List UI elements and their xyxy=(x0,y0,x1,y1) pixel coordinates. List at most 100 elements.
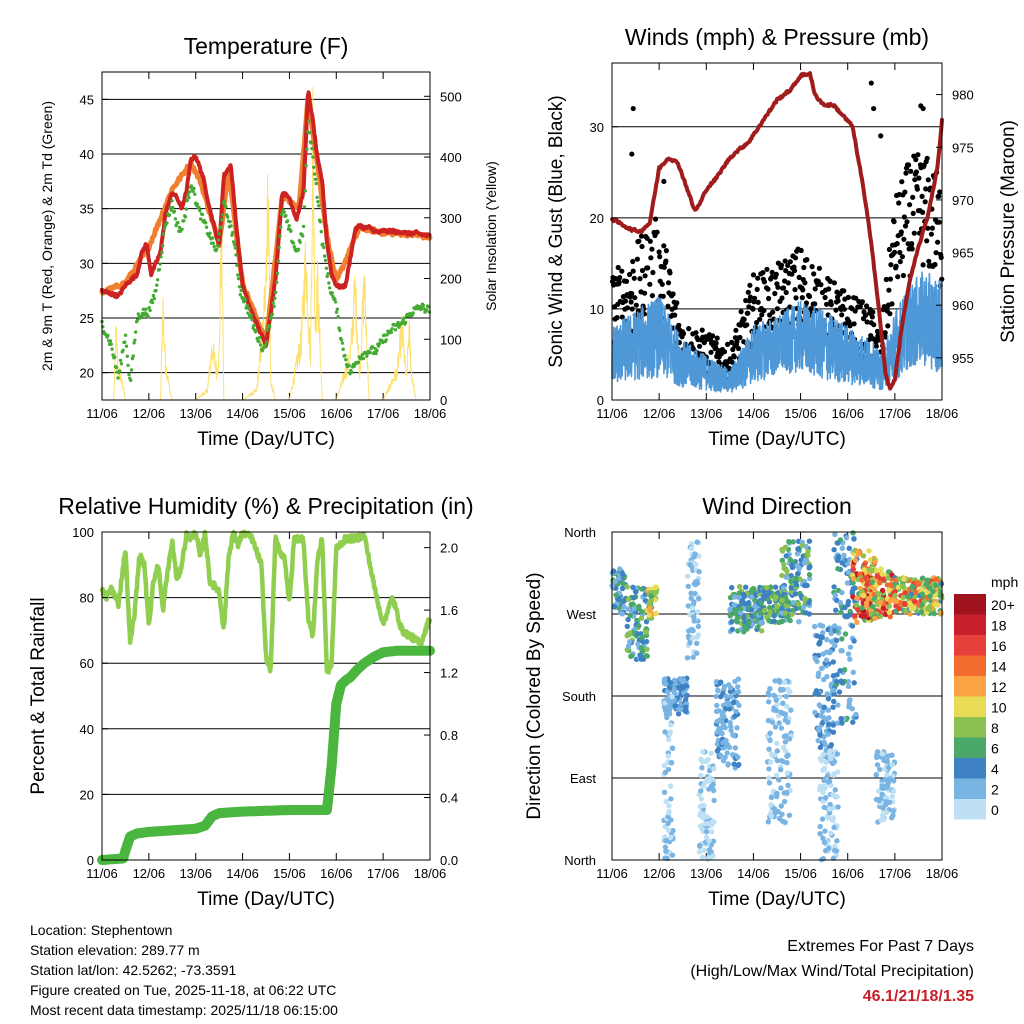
data-timestamp: Most recent data timestamp: 2025/11/18 0… xyxy=(30,1002,338,1018)
direction-point xyxy=(708,829,715,835)
gust-point xyxy=(924,238,930,244)
direction-point xyxy=(782,544,789,550)
gust-point xyxy=(638,233,645,239)
gust-point xyxy=(913,156,919,163)
direction-point xyxy=(735,754,741,760)
direction-point xyxy=(824,691,830,697)
direction-point xyxy=(860,593,867,599)
dewpoint-point xyxy=(425,308,429,312)
direction-point xyxy=(711,766,717,772)
y-category-label: West xyxy=(567,607,597,622)
dewpoint-point xyxy=(393,328,398,332)
dewpoint-point xyxy=(356,360,361,364)
dewpoint-point xyxy=(237,285,242,289)
dewpoint-point xyxy=(187,195,191,200)
direction-point xyxy=(812,623,818,630)
legend-label: 4 xyxy=(991,761,999,777)
direction-point xyxy=(832,592,838,598)
direction-point xyxy=(630,584,636,590)
gust-point xyxy=(636,238,642,244)
dewpoint-point xyxy=(159,255,163,259)
gust-point xyxy=(816,265,823,271)
gust-point xyxy=(778,262,785,268)
dewpoint-point xyxy=(341,347,345,351)
dewpoint-point xyxy=(158,262,162,266)
dewpoint-point xyxy=(304,163,308,168)
dewpoint-point xyxy=(274,290,278,295)
direction-point xyxy=(784,568,790,574)
direction-point xyxy=(786,538,792,545)
direction-point xyxy=(807,575,813,582)
speed-color-legend: mph 20+ 18 16 14 12 10 8 6 4 2 0 xyxy=(954,574,1018,820)
direction-point xyxy=(817,744,824,751)
gust-point xyxy=(733,327,739,333)
gust-point xyxy=(731,354,737,360)
direction-point xyxy=(824,636,830,643)
direction-point xyxy=(877,580,883,586)
direction-point xyxy=(779,548,786,554)
direction-point xyxy=(836,625,842,631)
x-tick-label: 16/06 xyxy=(320,866,353,881)
dewpoint-point xyxy=(326,272,330,276)
direction-point xyxy=(899,583,905,589)
y2-tick-label: 980 xyxy=(952,88,974,103)
direction-point xyxy=(831,584,837,590)
direction-point xyxy=(732,713,738,719)
gust-point xyxy=(835,298,841,304)
gust-point xyxy=(912,177,918,183)
direction-point xyxy=(697,803,703,810)
legend-swatch xyxy=(954,614,986,635)
direction-point xyxy=(733,617,740,623)
direction-point xyxy=(879,791,885,798)
y2-tick-label: 1.6 xyxy=(440,603,458,618)
legend-label: 12 xyxy=(991,679,1007,695)
direction-point xyxy=(685,633,692,640)
direction-point xyxy=(628,601,634,608)
y-tick-label: 45 xyxy=(80,92,94,107)
direction-point xyxy=(831,687,837,693)
direction-point xyxy=(912,594,918,600)
gust-point xyxy=(761,307,767,314)
direction-point xyxy=(782,739,789,745)
dewpoint-point xyxy=(324,266,329,270)
direction-point xyxy=(817,732,823,738)
direction-point xyxy=(697,842,703,849)
gust-point xyxy=(913,169,920,175)
gust-point xyxy=(898,229,904,235)
direction-point xyxy=(741,614,747,620)
y2-tick-label: 965 xyxy=(952,246,974,261)
direction-point xyxy=(760,596,767,602)
dewpoint-point xyxy=(151,293,156,298)
direction-point xyxy=(831,824,837,831)
dewpoint-point xyxy=(232,242,237,247)
direction-point xyxy=(860,553,867,559)
direction-point xyxy=(661,789,668,795)
direction-point xyxy=(703,834,710,840)
direction-point xyxy=(783,693,790,700)
y-category-label: North xyxy=(564,853,596,868)
direction-point xyxy=(785,782,791,788)
dewpoint-series xyxy=(100,119,431,382)
direction-point xyxy=(914,580,920,586)
direction-point xyxy=(785,719,791,725)
direction-point xyxy=(820,789,826,795)
direction-point xyxy=(745,613,751,620)
dewpoint-point xyxy=(338,328,342,333)
direction-point xyxy=(706,847,713,853)
direction-point xyxy=(820,835,826,841)
dewpoint-point xyxy=(305,147,309,151)
direction-point xyxy=(613,592,619,598)
direction-point xyxy=(785,599,792,605)
direction-point xyxy=(722,724,728,731)
gust-point xyxy=(920,209,926,215)
direction-point xyxy=(817,639,823,645)
dewpoint-point xyxy=(170,199,174,203)
direction-point xyxy=(889,762,895,768)
direction-point xyxy=(735,684,741,690)
gust-point xyxy=(789,271,795,277)
direction-point xyxy=(873,772,879,778)
dewpoint-point xyxy=(234,253,238,257)
direction-point xyxy=(838,609,844,615)
dewpoint-point xyxy=(230,233,234,237)
gust-point xyxy=(895,274,901,280)
